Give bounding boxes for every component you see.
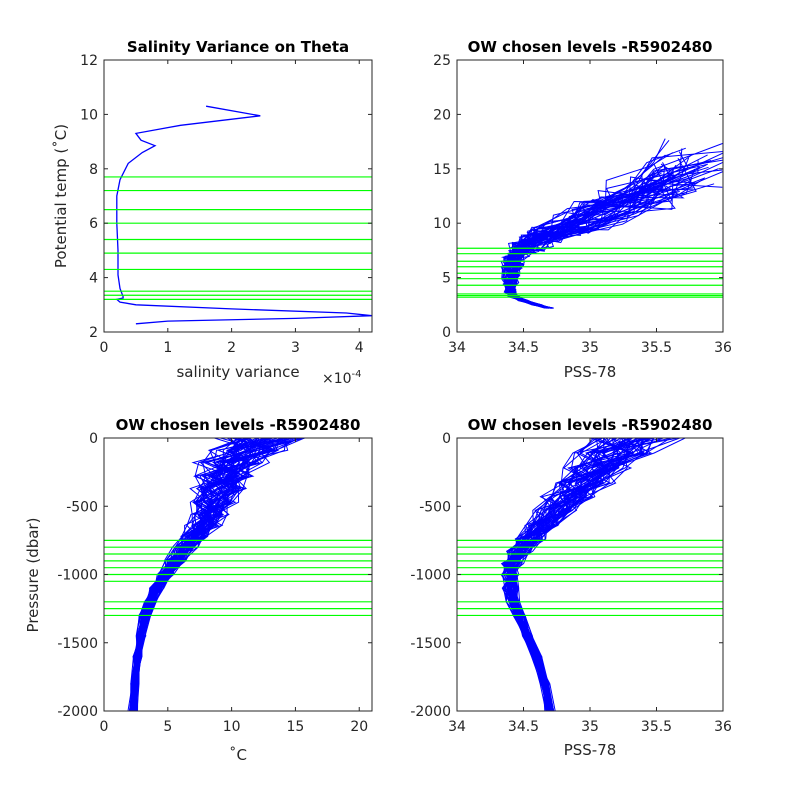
chart-title: OW chosen levels -R5902480: [468, 416, 713, 434]
x-axis-exponent: ×10-4: [322, 369, 362, 387]
x-tick-label: 0: [100, 719, 109, 735]
panel-theta-salinity: OW chosen levels -R5902480 PSS-78 34 34.5…: [433, 38, 732, 381]
x-axis-label: PSS-78: [564, 363, 617, 381]
x-tick-label: 35: [581, 719, 599, 735]
x-tick-label: 36: [714, 340, 732, 356]
y-tick-label: -1000: [57, 568, 98, 584]
panel-pressure-temperature: OW chosen levels -R5902480 ˚C Pressure (…: [24, 416, 373, 764]
x-axis-label: PSS-78: [564, 741, 617, 759]
y-tick-label: 12: [80, 53, 98, 69]
panel-pressure-salinity: OW chosen levels -R5902480 PSS-78 34 34.5…: [410, 416, 732, 759]
x-tick-label: 34: [448, 719, 466, 735]
axes-box: [456, 59, 724, 333]
y-tick-label: 0: [89, 431, 98, 447]
y-tick-label: 2: [89, 325, 98, 341]
y-tick-label: 20: [433, 107, 451, 123]
x-tick-label: 35.5: [641, 340, 672, 356]
x-tick-label: 1: [163, 340, 172, 356]
y-tick-label: -1500: [410, 636, 451, 652]
panel-salinity-variance: Salinity Variance on Theta salinity vari…: [52, 38, 373, 387]
x-tick-label: 15: [287, 719, 305, 735]
x-axis-label: salinity variance: [176, 363, 299, 381]
x-axis-label: ˚C: [229, 746, 247, 764]
series-line: [509, 438, 653, 711]
y-tick-label: 15: [433, 162, 451, 178]
x-tick-label: 10: [223, 719, 241, 735]
series-line: [507, 152, 723, 309]
y-tick-label: 8: [89, 162, 98, 178]
y-axis-label: Potential temp (˚C): [52, 124, 70, 268]
chart-title: Salinity Variance on Theta: [127, 38, 349, 56]
axes-box: [103, 59, 373, 333]
y-axis-label: Pressure (dbar): [24, 518, 42, 633]
y-tick-label: 10: [433, 216, 451, 232]
y-tick-label: 6: [89, 216, 98, 232]
y-tick-label: -1000: [410, 568, 451, 584]
x-tick-label: 34: [448, 340, 466, 356]
x-tick-label: 34.5: [508, 719, 539, 735]
plot-area: [457, 138, 723, 309]
x-tick-label: 35: [581, 340, 599, 356]
x-tick-label: 0: [100, 340, 109, 356]
x-tick-label: 2: [227, 340, 236, 356]
x-tick-label: 20: [350, 719, 368, 735]
y-tick-label: 5: [442, 271, 451, 287]
y-tick-label: -2000: [57, 704, 98, 720]
chart-title: OW chosen levels -R5902480: [116, 416, 361, 434]
plot-area: [104, 438, 372, 711]
series-line: [511, 438, 631, 711]
y-tick-label: -500: [66, 499, 98, 515]
plot-area: [104, 105, 372, 325]
y-tick-label: -2000: [410, 704, 451, 720]
x-tick-label: 36: [714, 719, 732, 735]
x-tick-label: 35.5: [641, 719, 672, 735]
y-tick-label: 0: [442, 325, 451, 341]
x-tick-label: 3: [291, 340, 300, 356]
y-tick-label: -1500: [57, 636, 98, 652]
series-line: [509, 438, 643, 711]
x-tick-label: 34.5: [508, 340, 539, 356]
y-tick-label: 10: [80, 107, 98, 123]
y-tick-label: 25: [433, 53, 451, 69]
y-tick-label: 4: [89, 271, 98, 287]
x-tick-label: 4: [355, 340, 364, 356]
plot-area: [457, 438, 723, 711]
x-tick-label: 5: [163, 719, 172, 735]
y-tick-label: -500: [419, 499, 451, 515]
series-line: [115, 105, 372, 325]
chart-title: OW chosen levels -R5902480: [468, 38, 713, 56]
y-tick-label: 0: [442, 431, 451, 447]
